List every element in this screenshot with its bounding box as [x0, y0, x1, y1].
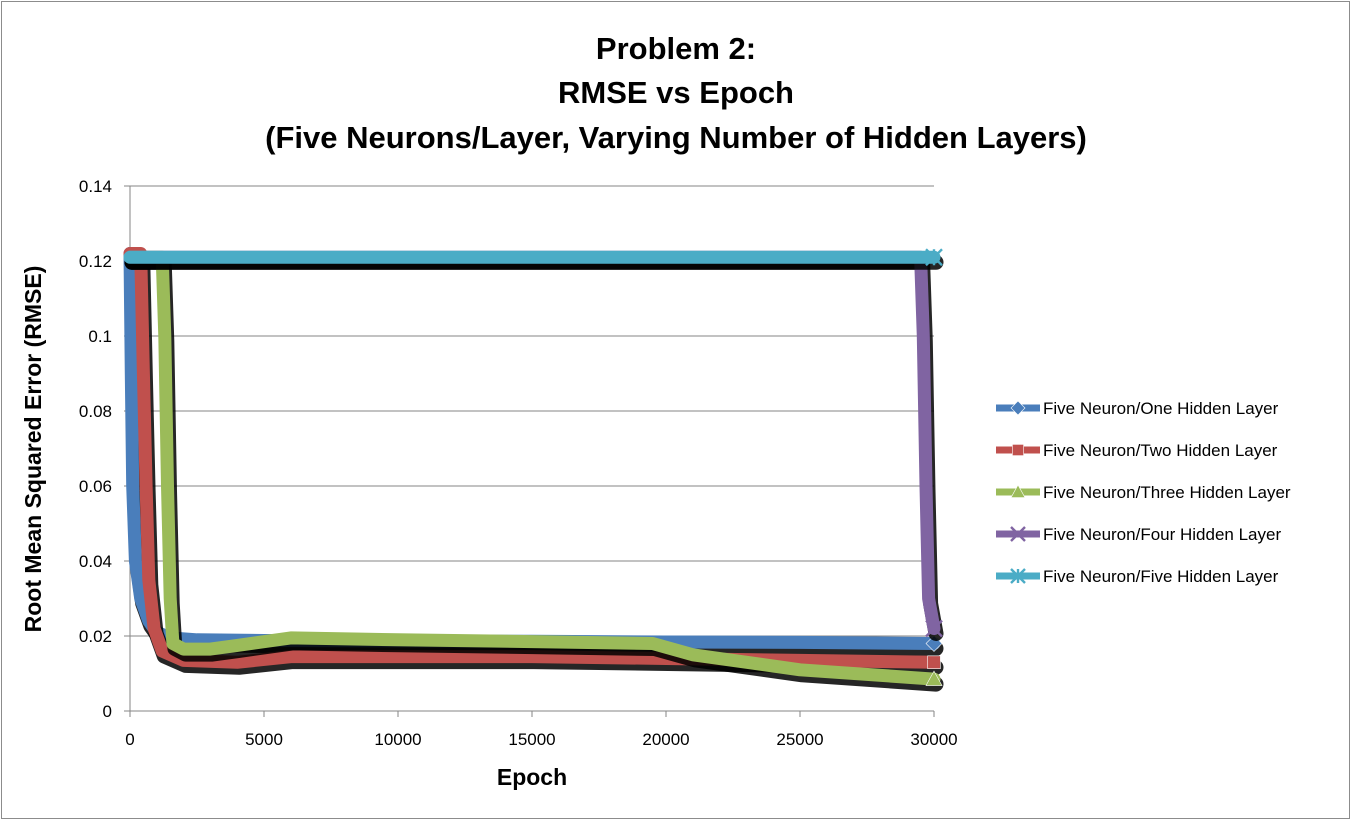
y-tick-label: 0.02	[79, 627, 112, 646]
y-tick-label: 0.06	[79, 477, 112, 496]
legend-marker	[1010, 400, 1026, 416]
legend-label: Five Neuron/Three Hidden Layer	[1043, 483, 1291, 502]
y-tick-label: 0.12	[79, 252, 112, 271]
data-point	[925, 670, 943, 686]
series-shadow	[124, 251, 944, 656]
series-5	[123, 248, 944, 270]
series-3	[123, 250, 944, 692]
x-tick-label: 10000	[374, 730, 421, 749]
series-2	[123, 247, 944, 675]
legend-label: Five Neuron/Four Hidden Layer	[1043, 525, 1281, 544]
series-shadow	[124, 254, 944, 692]
series-layer	[123, 247, 944, 692]
legend-marker	[1010, 484, 1026, 498]
series-line	[123, 247, 941, 650]
chart-title-line-1: Problem 2:	[596, 31, 756, 66]
x-tick-label: 5000	[245, 730, 283, 749]
x-tick-label: 15000	[508, 730, 555, 749]
chart-title: Problem 2: RMSE vs Epoch (Five Neurons/L…	[265, 31, 1087, 155]
data-point	[925, 248, 943, 267]
legend-label: Five Neuron/Five Hidden Layer	[1043, 567, 1279, 586]
x-tick-label: 25000	[776, 730, 823, 749]
legend-marker	[1010, 526, 1026, 542]
legend-marker	[1012, 444, 1024, 456]
legend-marker	[1010, 568, 1026, 584]
legend: Five Neuron/One Hidden Layer Five Neuron/…	[996, 399, 1291, 586]
chart-title-line-3: (Five Neurons/Layer, Varying Number of H…	[265, 120, 1087, 155]
series-line	[123, 250, 941, 686]
x-tick-label: 0	[125, 730, 134, 749]
series-shadow	[124, 251, 944, 675]
series-shadow	[124, 254, 944, 641]
y-tick-label: 0.1	[88, 327, 112, 346]
series-4	[123, 250, 944, 641]
y-axis-title: Root Mean Squared Error (RMSE)	[20, 266, 46, 633]
legend-item: Five Neuron/Two Hidden Layer	[996, 441, 1278, 460]
series-line	[123, 247, 941, 669]
x-tick-label: 20000	[642, 730, 689, 749]
x-axis-title: Epoch	[497, 764, 567, 790]
legend-label: Five Neuron/Two Hidden Layer	[1043, 441, 1278, 460]
legend-item: Five Neuron/Three Hidden Layer	[996, 483, 1291, 502]
data-point	[925, 619, 943, 638]
y-tick-label: 0.14	[79, 177, 112, 196]
y-tick-labels: 0 0.02 0.04 0.06 0.08 0.1 0.12 0.14	[79, 177, 112, 721]
series-1	[123, 247, 944, 656]
legend-item: Five Neuron/One Hidden Layer	[996, 399, 1279, 418]
legend-item: Five Neuron/Five Hidden Layer	[996, 567, 1279, 586]
x-tick-label: 30000	[910, 730, 957, 749]
data-point	[927, 655, 941, 669]
legend-label: Five Neuron/One Hidden Layer	[1043, 399, 1279, 418]
y-tick-label: 0	[103, 702, 112, 721]
y-tick-label: 0.04	[79, 552, 112, 571]
legend-item: Five Neuron/Four Hidden Layer	[996, 525, 1281, 544]
y-tick-label: 0.08	[79, 402, 112, 421]
chart-title-line-2: RMSE vs Epoch	[558, 75, 794, 110]
x-tick-labels: 0 5000 10000 15000 20000 25000 30000	[125, 730, 957, 749]
series-line	[123, 250, 941, 635]
